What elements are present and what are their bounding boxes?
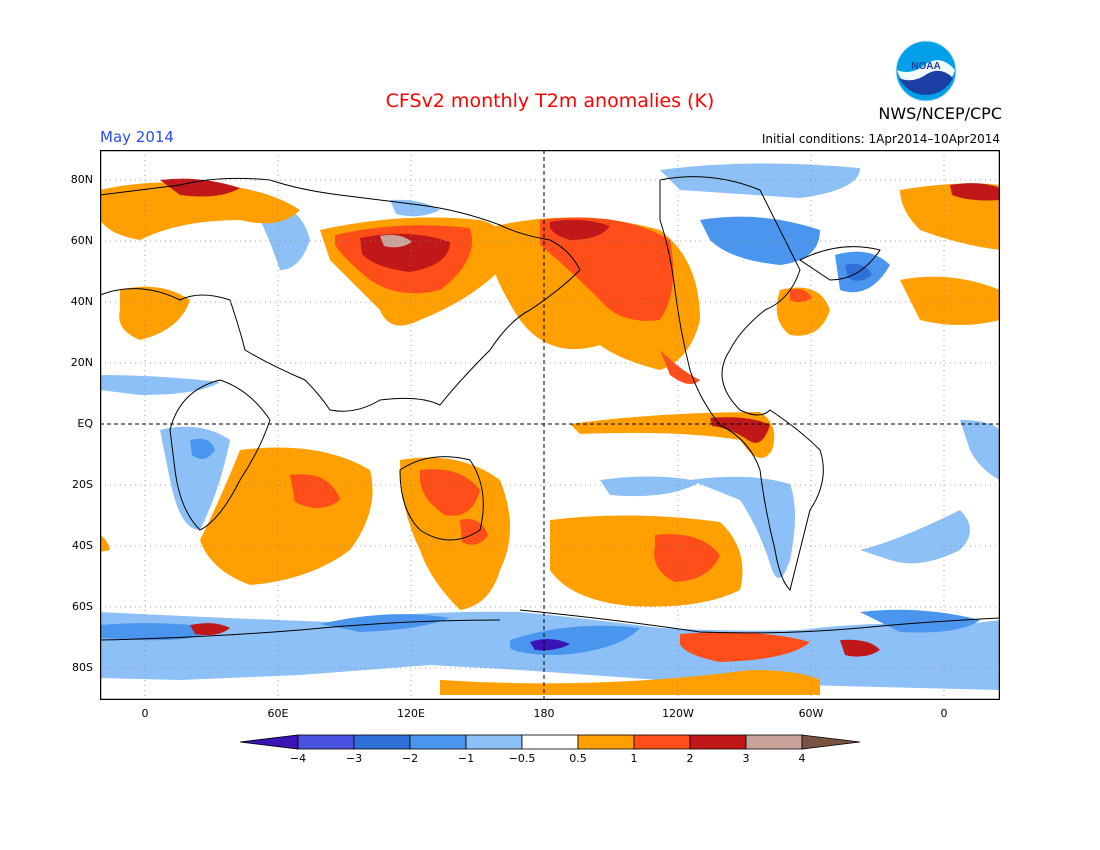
forecast-month: May 2014 <box>100 128 174 146</box>
colorbar-swatch <box>297 734 355 750</box>
colorbar-label: −3 <box>345 752 363 765</box>
lon-label: 180 <box>533 707 555 720</box>
map-frame <box>100 150 1000 700</box>
lat-label: 60S <box>72 600 93 613</box>
lon-label: 120W <box>662 707 694 720</box>
lat-label: 20N <box>70 356 93 369</box>
colorbar-label: −2 <box>401 752 419 765</box>
lon-label: 0 <box>141 707 149 720</box>
colorbar-label: 4 <box>798 752 806 765</box>
lat-label: EQ <box>77 417 93 430</box>
lon-label: 60W <box>798 707 824 720</box>
colorbar-label: 3 <box>742 752 750 765</box>
colorbar-label: 1 <box>630 752 638 765</box>
lon-label: 120E <box>397 707 425 720</box>
warm-anomaly-regions <box>100 178 1000 695</box>
colorbar-left-arrow <box>240 734 299 750</box>
initial-conditions: Initial conditions: 1Apr2014–10Apr2014 <box>761 132 1000 146</box>
lat-label: 80N <box>70 173 93 186</box>
colorbar-swatch <box>353 734 411 750</box>
colorbar-swatch <box>633 734 691 750</box>
colorbar-swatch <box>465 734 523 750</box>
colorbar-label: 0.5 <box>569 752 587 765</box>
anomaly-map <box>100 150 1000 700</box>
colorbar-right-arrow <box>801 734 860 750</box>
lat-label: 80S <box>72 661 93 674</box>
map-title: CFSv2 monthly T2m anomalies (K) <box>385 90 715 112</box>
colorbar-label: −1 <box>457 752 475 765</box>
lat-label: 60N <box>70 234 93 247</box>
reference-lines <box>100 150 1000 700</box>
organization-label: NWS/NCEP/CPC <box>878 104 1002 123</box>
colorbar-swatch <box>409 734 467 750</box>
lat-label: 40N <box>70 295 93 308</box>
colorbar-label: −4 <box>289 752 307 765</box>
lat-label: 20S <box>72 478 93 491</box>
lat-label: 40S <box>72 539 93 552</box>
logo-text: NOAA <box>911 61 940 72</box>
colorbar <box>240 734 860 750</box>
lon-label: 60E <box>267 707 289 720</box>
colorbar-swatch <box>577 734 635 750</box>
noaa-logo: NOAA <box>895 40 957 102</box>
colorbar-label: 2 <box>686 752 694 765</box>
lon-label: 0 <box>940 707 948 720</box>
colorbar-swatch <box>521 734 579 750</box>
coastlines <box>100 176 1000 641</box>
colorbar-label: −0.5 <box>508 752 536 765</box>
colorbar-swatch <box>689 734 747 750</box>
graticule <box>100 150 1000 700</box>
colorbar-swatch <box>745 734 803 750</box>
